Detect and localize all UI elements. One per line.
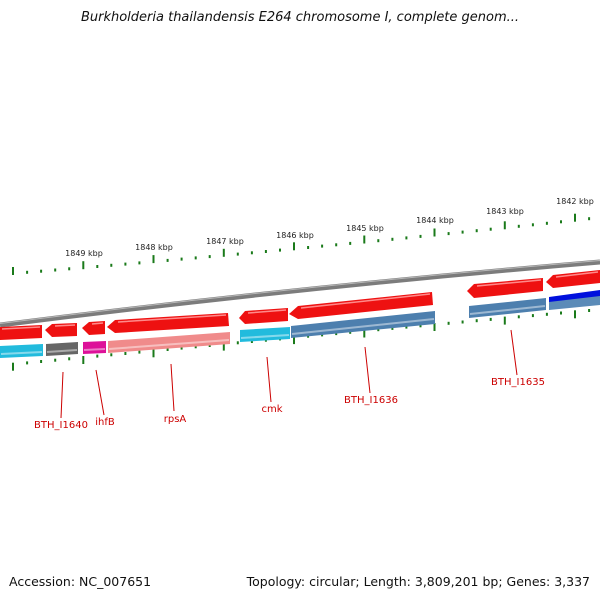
gene-arrow-forward[interactable] (546, 270, 600, 288)
ruler-label-1842: 1842 kbp (556, 197, 594, 206)
ruler-label-1846: 1846 kbp (276, 231, 314, 240)
inner-ruler-ticks (12, 309, 591, 371)
leader-line (266, 356, 272, 403)
gene-label-cmk[interactable]: cmk (261, 404, 282, 415)
ruler-label-1848: 1848 kbp (135, 243, 173, 252)
ruler-label-1847: 1847 kbp (206, 237, 244, 246)
ruler-label-1844: 1844 kbp (416, 216, 454, 225)
gene-block-shine (0, 305, 546, 355)
genome-backbone-highlight (0, 260, 600, 324)
gene-arrow-shine (1, 271, 599, 330)
accession-text: Accession: NC_007651 (9, 574, 152, 589)
gene-block-salmon[interactable] (108, 332, 230, 353)
genome-summary-text: Topology: circular; Length: 3,809,201 bp… (246, 574, 590, 589)
gene-block-gray[interactable] (46, 342, 78, 356)
leader-line (60, 371, 64, 419)
gene-block-steelblue[interactable] (291, 311, 435, 338)
gene-block-steelblue[interactable] (549, 296, 600, 310)
leader-line (364, 346, 371, 394)
ruler-label-1845: 1845 kbp (346, 224, 384, 233)
gene-block-cyan[interactable] (240, 327, 290, 342)
gene-label-leaders (60, 329, 518, 419)
outer-ruler-ticks (12, 213, 591, 275)
gene-label-rpsA[interactable]: rpsA (164, 414, 187, 425)
reverse-strand-genes (0, 290, 600, 358)
gene-label-ihfB[interactable]: ihfB (95, 417, 115, 428)
gene-block-magenta[interactable] (83, 341, 106, 354)
gene-label-BTH_I1636[interactable]: BTH_I1636 (344, 395, 398, 406)
leader-line (95, 369, 105, 416)
forward-strand-genes (0, 270, 600, 340)
gene-block-steelblue[interactable] (469, 298, 546, 318)
ruler-label-1849: 1849 kbp (65, 249, 103, 258)
gene-arrow-forward[interactable] (289, 292, 433, 319)
gene-arrow-forward[interactable] (467, 278, 543, 298)
gene-block-cyan[interactable] (0, 344, 43, 358)
leader-line (510, 329, 518, 376)
gene-arrow-forward[interactable] (82, 321, 105, 335)
map-title: Burkholderia thailandensis E264 chromoso… (80, 10, 520, 25)
gene-label-BTH_I1640[interactable]: BTH_I1640 (34, 420, 88, 431)
leader-line (170, 363, 175, 412)
genome-backbone (0, 259, 600, 328)
ruler-label-1843: 1843 kbp (486, 207, 524, 216)
gene-arrow-forward[interactable] (107, 313, 229, 333)
gene-label-BTH_I1635[interactable]: BTH_I1635 (491, 377, 545, 388)
gene-arrow-forward[interactable] (45, 323, 77, 337)
